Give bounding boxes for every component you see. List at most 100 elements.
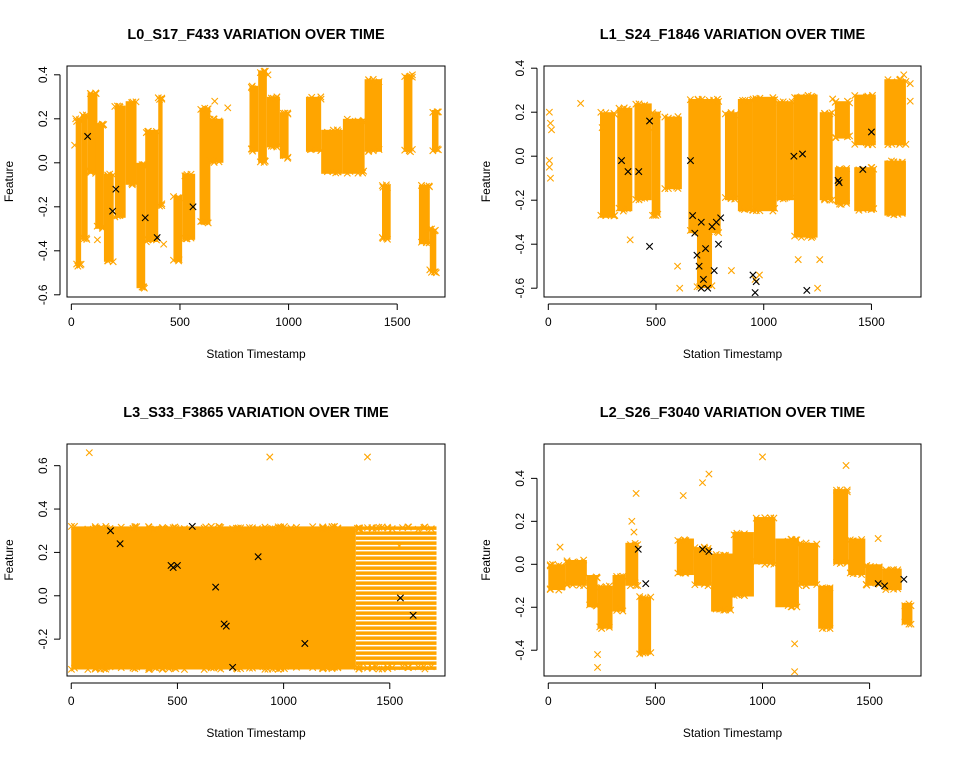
data-point (319, 523, 327, 531)
data-point (634, 581, 642, 590)
data-point (727, 267, 736, 275)
data-point (679, 491, 687, 500)
x-axis-label: Station Timestamp (683, 347, 783, 361)
data-point (420, 663, 428, 671)
data-point (890, 158, 898, 166)
data-point (674, 569, 682, 577)
data-point (905, 620, 913, 628)
data-point (181, 234, 189, 243)
data-point (323, 128, 332, 136)
data-stripe (355, 546, 437, 550)
x-tick-label: 1000 (749, 694, 776, 708)
data-band-fill (266, 96, 280, 148)
data-point (87, 89, 95, 98)
series-2 (634, 545, 908, 590)
data-point (116, 540, 124, 548)
data-stripe (355, 646, 437, 650)
data-point (375, 78, 383, 86)
data-point (378, 665, 386, 673)
data-band-fill (732, 532, 754, 597)
data-band-fill (693, 547, 712, 586)
data-band (862, 561, 883, 589)
data-band-fill (81, 114, 88, 240)
data-point (67, 665, 76, 673)
data-band (884, 157, 906, 219)
data-stripe (355, 526, 437, 530)
data-point (547, 126, 556, 134)
data-point (430, 268, 438, 276)
data-stripe (355, 616, 437, 620)
data-band (721, 109, 739, 203)
data-point (611, 110, 619, 119)
data-band (674, 536, 694, 577)
data-point (87, 168, 95, 176)
data-point (395, 542, 403, 550)
data-point (652, 111, 660, 119)
data-point (636, 593, 644, 601)
data-point (319, 664, 327, 672)
data-point (632, 489, 640, 497)
data-band (737, 96, 756, 214)
data-point (645, 242, 654, 250)
data-point (705, 470, 713, 478)
data-point (826, 624, 834, 633)
data-point (333, 126, 341, 134)
data-point (306, 146, 315, 154)
data-band (831, 97, 854, 142)
data-point (183, 170, 191, 179)
data-point (160, 240, 168, 248)
data-point (355, 663, 364, 671)
data-point (354, 117, 362, 125)
data-band (752, 514, 778, 568)
data-point (112, 185, 120, 193)
plot-frame (543, 443, 922, 677)
data-band (154, 94, 166, 210)
data-point (215, 158, 223, 166)
data-point (828, 196, 836, 204)
data-point (864, 93, 872, 101)
data-point (158, 524, 167, 533)
data-point (752, 95, 760, 103)
data-point (813, 540, 821, 548)
data-point (99, 525, 107, 533)
data-point (708, 282, 716, 290)
data-point (870, 205, 878, 213)
data-stripe (355, 576, 437, 580)
data-point (427, 663, 435, 671)
data-point (80, 235, 88, 243)
data-stripe (355, 586, 437, 590)
data-stripe (355, 591, 437, 595)
data-band (625, 539, 642, 590)
data-point (733, 590, 741, 598)
data-point (834, 176, 842, 184)
data-point (158, 95, 166, 103)
data-point (264, 71, 272, 79)
data-point (673, 262, 682, 270)
data-point (887, 209, 896, 218)
data-point (261, 665, 269, 673)
data-point (749, 206, 757, 214)
data-point (99, 663, 107, 671)
data-point (611, 211, 619, 220)
data-band-fill (882, 568, 902, 591)
data-band (795, 539, 821, 590)
data-point (72, 115, 80, 123)
data-point (791, 640, 799, 648)
data-point (206, 156, 214, 165)
data-point (794, 256, 802, 264)
data-point (751, 289, 759, 297)
data-band (321, 126, 343, 177)
data-band (846, 536, 866, 579)
data-point (787, 535, 795, 543)
data-band-fill (651, 112, 661, 216)
data-point (128, 181, 136, 189)
data-band-fill (145, 129, 159, 242)
data-point (835, 200, 844, 208)
data-point (791, 668, 799, 676)
data-point (359, 167, 368, 175)
data-band (819, 109, 836, 204)
data-point (396, 594, 404, 602)
data-point (172, 524, 180, 532)
data-band-fill (199, 107, 211, 225)
data-point (842, 199, 851, 207)
